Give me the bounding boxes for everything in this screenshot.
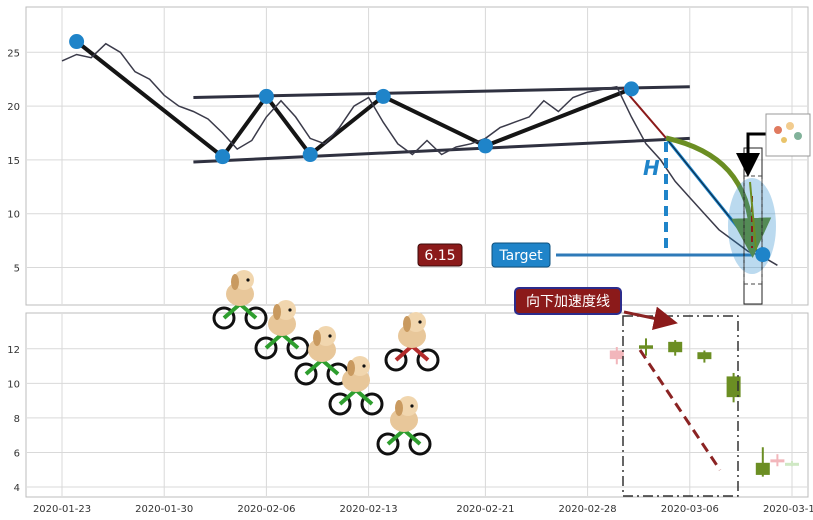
upper-y-tick-label: 20 <box>7 102 20 113</box>
price-label-badge: 6.15 <box>417 243 463 267</box>
puppy-bike-stickers <box>212 270 440 456</box>
upper-grid <box>27 8 807 304</box>
upper-y-tick-label: 15 <box>7 156 20 167</box>
target-label-badge: Target <box>491 242 551 268</box>
height-label: H <box>643 156 660 180</box>
puppy-bike-sticker <box>212 270 268 330</box>
puppy-bike-sticker <box>254 300 310 360</box>
candle-body <box>726 376 741 398</box>
lower-y-tick-label: 12 <box>7 345 20 356</box>
x-tick-label: 2020-02-21 <box>456 504 514 515</box>
pivot-point <box>623 81 639 97</box>
callout-text: 向下加速度线 <box>526 294 610 310</box>
x-axis: 2020-01-23 2020-01-30 2020-02-06 2020-02-13… <box>33 504 813 515</box>
upper-y-tick-label: 10 <box>7 210 20 221</box>
pivot-points <box>69 34 771 263</box>
candle <box>785 461 799 467</box>
candle-highlight-box <box>622 315 739 497</box>
puppy-bike-sticker <box>384 312 440 372</box>
callout-badge: 向下加速度线 <box>514 287 622 315</box>
candle-body <box>639 345 653 349</box>
lower-y-tick-label: 10 <box>7 379 20 390</box>
acceleration-dashed-line <box>638 349 722 471</box>
candle-body <box>755 462 770 475</box>
pivot-point <box>755 247 771 263</box>
x-tick-label: 2020-03-13 <box>763 504 813 515</box>
lower-y-axis: 4 6 8 10 12 <box>7 345 20 494</box>
sticker-box <box>765 113 811 157</box>
puppy-bike-sticker <box>376 396 432 456</box>
candle <box>609 347 624 365</box>
upper-plot-frame <box>25 6 809 306</box>
pivot-point <box>375 88 391 104</box>
puppy-bike-sticker <box>294 326 350 386</box>
zigzag-pattern-line <box>75 39 633 159</box>
target-box <box>743 147 763 305</box>
candle-body <box>609 350 624 360</box>
olive-drop <box>749 181 757 251</box>
lower-y-tick-label: 6 <box>14 448 20 459</box>
candle <box>668 340 683 356</box>
upper-y-tick-label: 5 <box>14 264 20 275</box>
candle <box>755 447 770 477</box>
upper-y-axis: 5 10 15 20 25 <box>7 48 20 274</box>
pivot-point <box>258 88 274 104</box>
pivot-point <box>477 138 493 154</box>
candle <box>639 338 653 356</box>
x-tick-label: 2020-01-23 <box>33 504 91 515</box>
price-series-line <box>61 42 778 266</box>
trend-line <box>193 136 690 164</box>
x-tick-label: 2020-02-28 <box>559 504 617 515</box>
candlesticks <box>609 338 799 477</box>
x-tick-label: 2020-02-06 <box>237 504 295 515</box>
x-tick-label: 2020-01-30 <box>135 504 193 515</box>
candle-body <box>785 462 799 466</box>
price-label-text: 6.15 <box>424 248 455 264</box>
x-tick-label: 2020-03-06 <box>661 504 719 515</box>
puppy-bike-sticker <box>328 356 384 416</box>
sticker-icon <box>774 122 802 143</box>
candle-body <box>770 459 785 463</box>
candle-body <box>697 352 712 360</box>
target-label-text: Target <box>498 248 543 264</box>
lower-y-tick-label: 4 <box>14 483 20 494</box>
acceleration-curve <box>665 135 772 258</box>
pivot-point <box>215 149 231 165</box>
black-pointer-arrow <box>736 132 770 177</box>
callout-arrow <box>623 306 678 331</box>
pivot-point <box>302 147 318 163</box>
lower-y-tick-label: 8 <box>14 414 20 425</box>
candle <box>697 350 712 363</box>
x-tick-label: 2020-02-13 <box>340 504 398 515</box>
candle <box>726 372 741 403</box>
pivot-point <box>69 34 85 50</box>
candle <box>770 454 785 467</box>
candle-body <box>668 341 683 353</box>
upper-y-tick-label: 25 <box>7 48 20 59</box>
breakdown-segment <box>622 87 667 139</box>
